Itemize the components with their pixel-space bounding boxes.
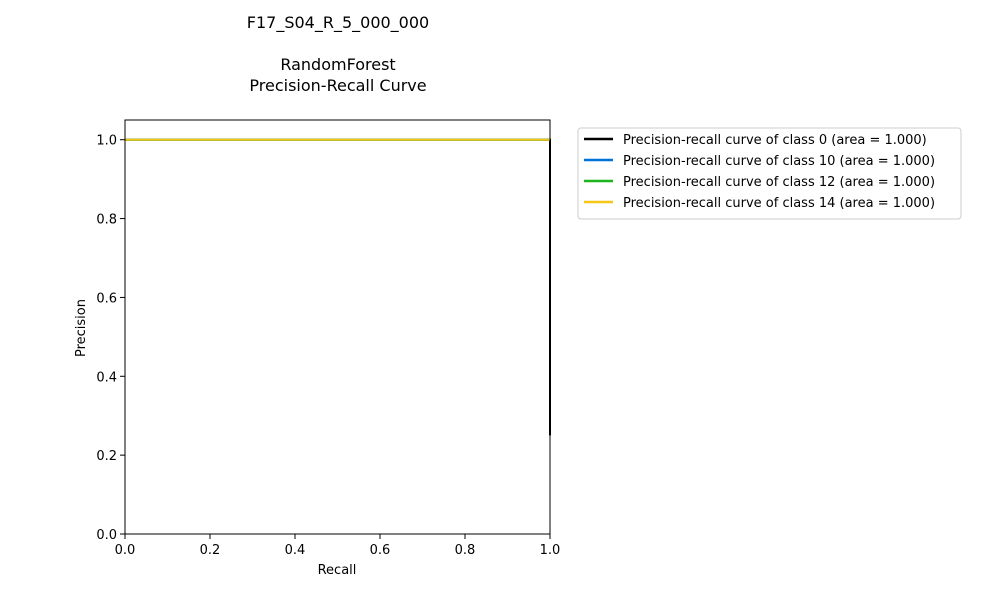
plot-background — [125, 120, 550, 534]
x-tick-label: 0.4 — [285, 543, 306, 558]
legend-entry: Precision-recall curve of class 10 (area… — [623, 154, 935, 169]
x-tick-label: 1.0 — [540, 543, 561, 558]
y-tick-label: 0.8 — [96, 213, 117, 228]
title-line: RandomForest — [280, 55, 395, 74]
legend-box — [577, 127, 962, 220]
title-line: Precision-Recall Curve — [249, 76, 426, 95]
legend-entry: Precision-recall curve of class 14 (area… — [623, 196, 935, 211]
title-line: F17_S04_R_5_000_000 — [247, 13, 429, 33]
y-axis: 0.0 0.2 0.4 0.6 0.8 1.0 — [96, 134, 125, 543]
x-tick-label: 0.2 — [200, 543, 221, 558]
legend: Precision-recall curve of class 0 (area … — [577, 127, 962, 220]
x-tick-label: 0.8 — [455, 543, 476, 558]
y-tick-label: 1.0 — [96, 134, 117, 149]
y-tick-label: 0.0 — [96, 528, 117, 543]
x-axis-label: Recall — [318, 563, 357, 578]
y-tick-label: 0.2 — [96, 449, 117, 464]
y-axis-label: Precision — [74, 299, 89, 357]
x-axis: 0.0 0.2 0.4 0.6 0.8 1.0 — [115, 534, 561, 558]
plot-frame — [124, 119, 551, 535]
x-tick-label: 0.6 — [370, 543, 391, 558]
chart-title: F17_S04_R_5_000_000 RandomForest Precision… — [247, 13, 429, 95]
legend-entry: Precision-recall curve of class 0 (area … — [623, 133, 927, 148]
y-tick-label: 0.4 — [96, 370, 117, 385]
x-tick-label: 0.0 — [115, 543, 136, 558]
plot-area — [124, 119, 551, 535]
legend-entry: Precision-recall curve of class 12 (area… — [623, 175, 935, 190]
y-tick-label: 0.6 — [96, 291, 117, 306]
